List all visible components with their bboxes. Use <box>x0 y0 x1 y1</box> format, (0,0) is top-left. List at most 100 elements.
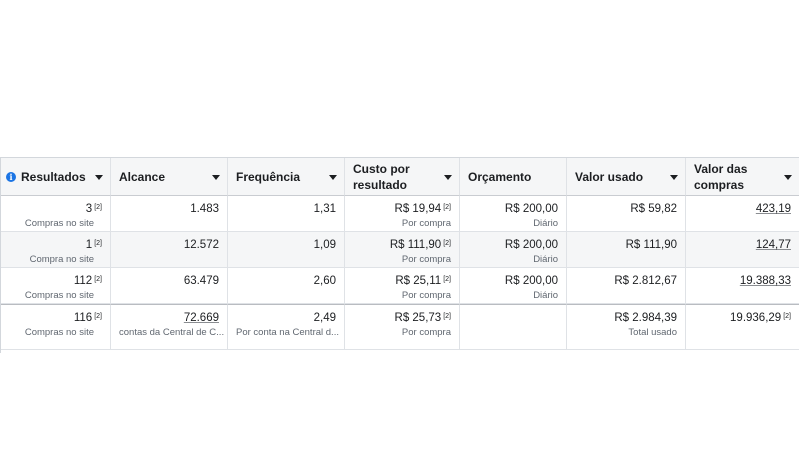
info-icon[interactable]: i <box>6 171 16 182</box>
frequency-total-subtext: Por conta na Central d... <box>236 327 339 338</box>
dropdown-caret-icon[interactable] <box>329 174 337 180</box>
amount-spent-value: R$ 111,90 <box>625 239 677 251</box>
budget-subtext: Diário <box>533 218 558 229</box>
amount-spent-total-subtext: Total usado <box>628 327 677 338</box>
reach-cell: 1.483 <box>111 196 228 232</box>
results-subtext: Compras no site <box>24 218 94 229</box>
purchase-value-cell: 423,19 <box>686 196 799 232</box>
dropdown-caret-icon[interactable] <box>670 174 678 180</box>
footnote-marker[interactable]: [2] <box>443 313 451 320</box>
cost-per-result-total-subtext: Por compra <box>401 327 451 338</box>
purchase-value-total-cell: 19.936,29 [2] <box>686 304 799 350</box>
reach-value: 12.572 <box>183 239 219 251</box>
budget-cell: R$ 200,00 Diário <box>460 232 567 268</box>
table-header-row: i Resultados Alcance Frequência Custo po… <box>1 158 799 196</box>
dropdown-caret-icon[interactable] <box>784 174 792 180</box>
results-cell: 112 [2] Compras no site <box>1 268 111 304</box>
cost-per-result-subtext: Por compra <box>401 290 451 301</box>
results-value[interactable]: 3 <box>85 203 93 215</box>
footnote-marker[interactable]: [2] <box>443 240 451 247</box>
footnote-marker[interactable]: [2] <box>94 313 102 320</box>
column-header-label: Orçamento <box>468 169 532 184</box>
cost-per-result-value[interactable]: R$ 19,94 <box>394 203 442 215</box>
column-header-budget[interactable]: Orçamento <box>460 158 567 196</box>
amount-spent-cell: R$ 111,90 <box>567 232 686 268</box>
budget-value: R$ 200,00 <box>504 275 558 287</box>
column-header-purchase-value[interactable]: Valor das compras <box>686 158 799 196</box>
results-total-value: 116 <box>73 312 93 324</box>
amount-spent-value: R$ 59,82 <box>630 203 677 215</box>
budget-total-cell <box>460 304 567 350</box>
cost-per-result-cell: R$ 25,11 [2] Por compra <box>345 268 460 304</box>
reach-cell: 12.572 <box>111 232 228 268</box>
results-value[interactable]: 1 <box>85 239 93 251</box>
results-subtext: Compras no site <box>24 290 94 301</box>
budget-value: R$ 200,00 <box>504 203 558 215</box>
cost-per-result-total-value[interactable]: R$ 25,73 <box>394 312 442 324</box>
column-header-reach[interactable]: Alcance <box>111 158 228 196</box>
purchase-value[interactable]: 124,77 <box>755 239 791 251</box>
cost-per-result-subtext: Por compra <box>401 254 451 265</box>
budget-cell: R$ 200,00 Diário <box>460 268 567 304</box>
cost-per-result-value[interactable]: R$ 25,11 <box>395 275 442 287</box>
frequency-total-value: 2,49 <box>313 312 336 324</box>
frequency-value: 1,09 <box>313 239 336 251</box>
frequency-cell: 2,60 <box>228 268 345 304</box>
purchase-value-total[interactable]: 19.936,29 <box>730 312 782 324</box>
frequency-total-cell: 2,49 Por conta na Central d... <box>228 304 345 350</box>
ads-results-table: i Resultados Alcance Frequência Custo po… <box>0 157 799 353</box>
footnote-marker[interactable]: [2] <box>783 313 791 320</box>
frequency-cell: 1,31 <box>228 196 345 232</box>
amount-spent-cell: R$ 2.812,67 <box>567 268 686 304</box>
column-header-label: Resultados <box>21 169 86 184</box>
results-total-cell: 116 [2] Compras no site <box>1 304 111 350</box>
reach-value: 63.479 <box>183 275 219 287</box>
cost-per-result-subtext: Por compra <box>401 218 451 229</box>
amount-spent-cell: R$ 59,82 <box>567 196 686 232</box>
column-header-frequency[interactable]: Frequência <box>228 158 345 196</box>
results-cell: 1 [2] Compra no site <box>1 232 111 268</box>
purchase-value[interactable]: 19.388,33 <box>739 275 791 287</box>
results-value[interactable]: 112 <box>73 275 93 287</box>
table-total-row: 116 [2] Compras no site 72.669 contas da … <box>1 304 799 350</box>
cost-per-result-value[interactable]: R$ 111,90 <box>389 239 442 251</box>
results-subtext: Compra no site <box>29 254 94 265</box>
purchase-value[interactable]: 423,19 <box>755 203 791 215</box>
reach-total-value[interactable]: 72.669 <box>183 312 219 324</box>
column-header-label: Alcance <box>119 169 166 184</box>
column-header-label: Valor usado <box>575 169 644 184</box>
frequency-cell: 1,09 <box>228 232 345 268</box>
footnote-marker[interactable]: [2] <box>443 204 451 211</box>
column-header-amount-spent[interactable]: Valor usado <box>567 158 686 196</box>
footnote-marker[interactable]: [2] <box>443 276 451 283</box>
table-row: 3 [2] Compras no site 1.483 1,31 R$ 19,94… <box>1 196 799 232</box>
table-row: 112 [2] Compras no site 63.479 2,60 R$ 25… <box>1 268 799 304</box>
amount-spent-value: R$ 2.812,67 <box>614 275 677 287</box>
cost-per-result-total-cell: R$ 25,73 [2] Por compra <box>345 304 460 350</box>
column-header-cost-per-result[interactable]: Custo por resultado <box>345 158 460 196</box>
dropdown-caret-icon[interactable] <box>212 174 220 180</box>
footnote-marker[interactable]: [2] <box>94 240 102 247</box>
purchase-value-cell: 19.388,33 <box>686 268 799 304</box>
footnote-marker[interactable]: [2] <box>94 276 102 283</box>
reach-total-cell: 72.669 contas da Central de C... <box>111 304 228 350</box>
frequency-value: 2,60 <box>313 275 336 287</box>
column-header-label: Frequência <box>236 169 301 184</box>
dropdown-caret-icon[interactable] <box>95 174 103 180</box>
footnote-marker[interactable]: [2] <box>94 204 102 211</box>
reach-total-subtext: contas da Central de C... <box>119 327 225 338</box>
budget-subtext: Diário <box>533 290 558 301</box>
purchase-value-cell: 124,77 <box>686 232 799 268</box>
dropdown-caret-icon[interactable] <box>444 174 452 180</box>
budget-value: R$ 200,00 <box>504 239 558 251</box>
amount-spent-total-cell: R$ 2.984,39 Total usado <box>567 304 686 350</box>
budget-cell: R$ 200,00 Diário <box>460 196 567 232</box>
column-header-label: Custo por resultado <box>353 161 410 192</box>
amount-spent-total-value: R$ 2.984,39 <box>614 312 677 324</box>
results-total-subtext: Compras no site <box>24 327 94 338</box>
column-header-results[interactable]: i Resultados <box>1 158 111 196</box>
cost-per-result-cell: R$ 19,94 [2] Por compra <box>345 196 460 232</box>
table-row: 1 [2] Compra no site 12.572 1,09 R$ 111,9… <box>1 232 799 268</box>
cost-per-result-cell: R$ 111,90 [2] Por compra <box>345 232 460 268</box>
frequency-value: 1,31 <box>313 203 336 215</box>
